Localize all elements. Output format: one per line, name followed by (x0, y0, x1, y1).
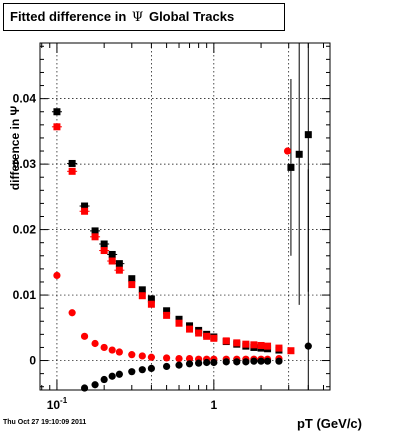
data-point-square (81, 202, 89, 210)
data-point-square (195, 329, 203, 337)
data-point-circle (80, 332, 89, 340)
y-tick-label: 0.01 (13, 288, 37, 302)
y-axis-label: difference in Ψ (8, 106, 22, 191)
data-point-square (175, 319, 183, 327)
data-point-circle (185, 360, 194, 368)
data-point-circle (163, 362, 171, 371)
data-point-circle (210, 358, 218, 367)
data-point-square (147, 295, 155, 303)
data-point-circle (175, 361, 183, 369)
data-point-square (53, 123, 61, 131)
data-point-circle (100, 343, 108, 352)
data-point-circle (242, 358, 250, 366)
data-point-square (91, 233, 99, 241)
data-point-circle (163, 354, 171, 362)
data-point-square (175, 315, 183, 323)
data-point-square (100, 240, 108, 248)
data-point-circle (128, 351, 136, 359)
data-point-square (108, 257, 116, 265)
data-point-square (53, 108, 61, 116)
data-point-square (210, 334, 218, 342)
data-point-square (115, 260, 123, 268)
data-point-circle (128, 368, 136, 376)
data-point-circle (91, 339, 99, 348)
data-point-square (222, 337, 230, 345)
data-point-square (186, 325, 194, 333)
data-point-circle (138, 366, 146, 374)
y-tick-label: 0 (29, 354, 36, 368)
data-point-square (68, 167, 76, 175)
tick-labels: 0 0.01 0.02 0.03 0.04 10-1 1 (13, 92, 218, 412)
data-point-circle (222, 358, 230, 366)
data-point-square (115, 266, 123, 274)
data-points (53, 108, 312, 392)
data-point-square (203, 332, 211, 340)
data-point-circle (147, 353, 155, 361)
data-point-circle (53, 271, 61, 280)
data-point-square (163, 307, 171, 315)
data-point-circle (185, 354, 194, 363)
data-point-circle (147, 364, 155, 372)
data-point-square (257, 341, 265, 349)
data-point-square (242, 340, 250, 348)
data-point-circle (100, 375, 108, 384)
data-point-square (304, 131, 312, 139)
data-point-circle (115, 370, 123, 378)
data-point-circle (115, 348, 123, 356)
grid-lines (40, 43, 330, 390)
data-point-circle (108, 346, 116, 354)
data-point-circle (175, 354, 183, 363)
x-axis-label: pT (GeV/c) (297, 416, 362, 431)
error-bars (51, 43, 309, 390)
data-point-square (138, 286, 146, 294)
data-point-circle (68, 309, 76, 317)
data-point-square (138, 292, 146, 300)
data-point-square (250, 341, 258, 349)
axis-ticks (40, 43, 330, 390)
data-point-square (108, 250, 116, 258)
data-point-circle (304, 342, 312, 350)
title-prefix: Fitted difference in (10, 9, 127, 24)
data-point-square (81, 207, 89, 215)
data-point-circle (257, 357, 265, 365)
y-tick-label: 0.04 (13, 92, 37, 106)
data-point-circle (195, 359, 203, 367)
data-point-circle (275, 357, 283, 365)
data-point-square (68, 159, 76, 167)
data-point-circle (233, 358, 241, 366)
data-point-circle (91, 381, 99, 389)
y-tick-label: 0.03 (13, 157, 37, 171)
data-point-circle (283, 147, 292, 155)
data-point-square (128, 275, 136, 283)
data-point-square (295, 150, 303, 158)
y-tick-label: 0.02 (13, 223, 37, 237)
data-point-circle (138, 352, 146, 360)
chart-title: Fitted difference in Ψ Global Tracks (3, 3, 285, 31)
data-point-square (275, 344, 283, 352)
data-point-circle (80, 384, 89, 392)
data-point-square (91, 227, 99, 235)
data-point-square (233, 339, 241, 347)
data-point-square (287, 163, 295, 171)
data-point-circle (250, 357, 258, 365)
timestamp: Thu Oct 27 19:10:09 2011 (3, 419, 87, 426)
data-point-circle (108, 372, 116, 380)
data-point-circle (203, 358, 211, 367)
data-point-square (287, 347, 295, 355)
data-point-square (163, 311, 171, 319)
data-point-square (128, 281, 136, 289)
data-point-circle (263, 357, 272, 365)
title-psi-symbol: Ψ (131, 10, 144, 25)
title-suffix: Global Tracks (148, 9, 235, 24)
x-tick-label: 10-1 (47, 396, 68, 412)
data-point-square (264, 342, 272, 350)
x-tick-label: 1 (210, 398, 217, 412)
data-point-square (147, 300, 155, 308)
data-point-square (100, 247, 108, 255)
